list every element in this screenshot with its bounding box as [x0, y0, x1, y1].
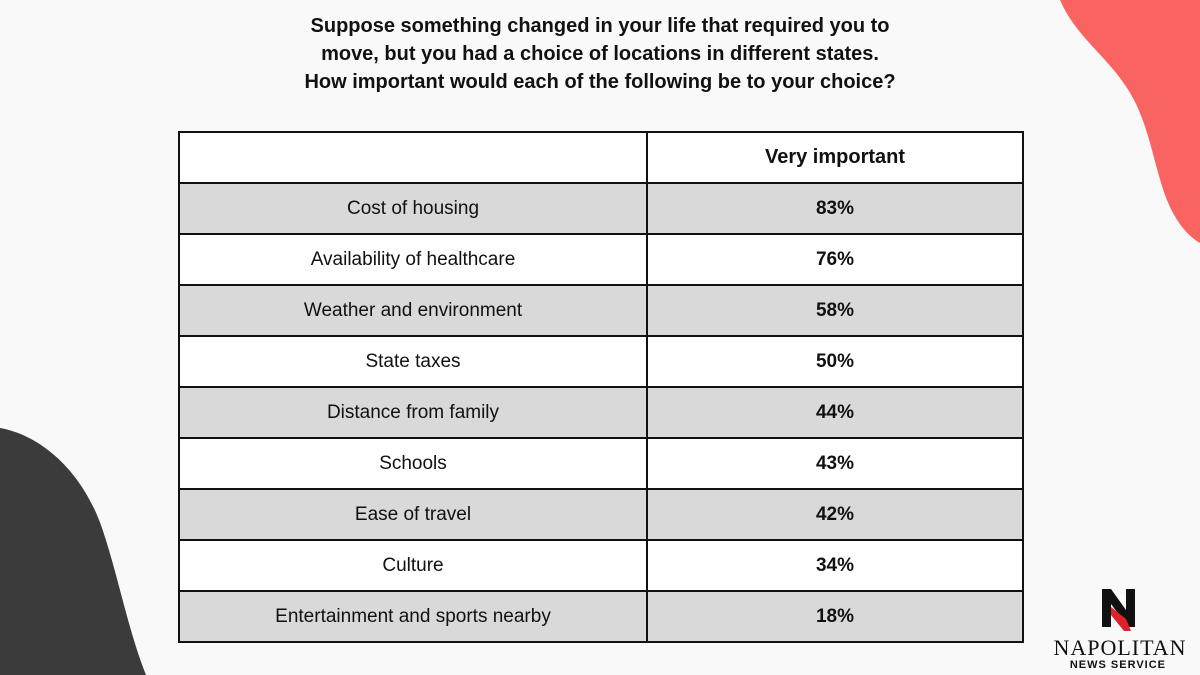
- napolitan-brand: NAPOLITAN NEWS SERVICE: [1040, 582, 1200, 674]
- factor-label: Availability of healthcare: [178, 233, 648, 286]
- factor-label: Ease of travel: [178, 488, 648, 541]
- factor-label: Entertainment and sports nearby: [178, 590, 648, 643]
- very-important-value: 58%: [646, 284, 1024, 337]
- table-row: Entertainment and sports nearby 18%: [178, 590, 1024, 643]
- table-row: State taxes 50%: [178, 335, 1024, 388]
- factor-label: Cost of housing: [178, 182, 648, 235]
- table-row: Weather and environment 58%: [178, 284, 1024, 337]
- very-important-value: 18%: [646, 590, 1024, 643]
- brand-tagline: NEWS SERVICE: [1069, 659, 1166, 671]
- very-important-value: 34%: [646, 539, 1024, 592]
- results-table: Very important Cost of housing 83% Avail…: [178, 131, 1024, 643]
- very-important-value: 83%: [646, 182, 1024, 235]
- table-row: Cost of housing 83%: [178, 182, 1024, 235]
- table-row: Schools 43%: [178, 437, 1024, 490]
- table-row: Culture 34%: [178, 539, 1024, 592]
- very-important-value: 44%: [646, 386, 1024, 439]
- coral-blob-shape: [1060, 0, 1200, 243]
- table-row: Availability of healthcare 76%: [178, 233, 1024, 286]
- very-important-value: 50%: [646, 335, 1024, 388]
- very-important-value: 42%: [646, 488, 1024, 541]
- factor-label: Schools: [178, 437, 648, 490]
- very-important-value: 43%: [646, 437, 1024, 490]
- napolitan-n-logo-icon: [1102, 589, 1135, 631]
- dark-blob-shape: [0, 428, 146, 675]
- factor-column-header: [178, 131, 648, 184]
- factor-label: Culture: [178, 539, 648, 592]
- table-row: Ease of travel 42%: [178, 488, 1024, 541]
- brand-name: NAPOLITAN: [1053, 635, 1187, 660]
- factor-label: Distance from family: [178, 386, 648, 439]
- survey-question: Suppose something changed in your life t…: [304, 15, 896, 93]
- table-row: Distance from family 44%: [178, 386, 1024, 439]
- factor-label: State taxes: [178, 335, 648, 388]
- value-column-header: Very important: [646, 131, 1024, 184]
- table-header-row: Very important: [178, 131, 1024, 184]
- factor-label: Weather and environment: [178, 284, 648, 337]
- very-important-value: 76%: [646, 233, 1024, 286]
